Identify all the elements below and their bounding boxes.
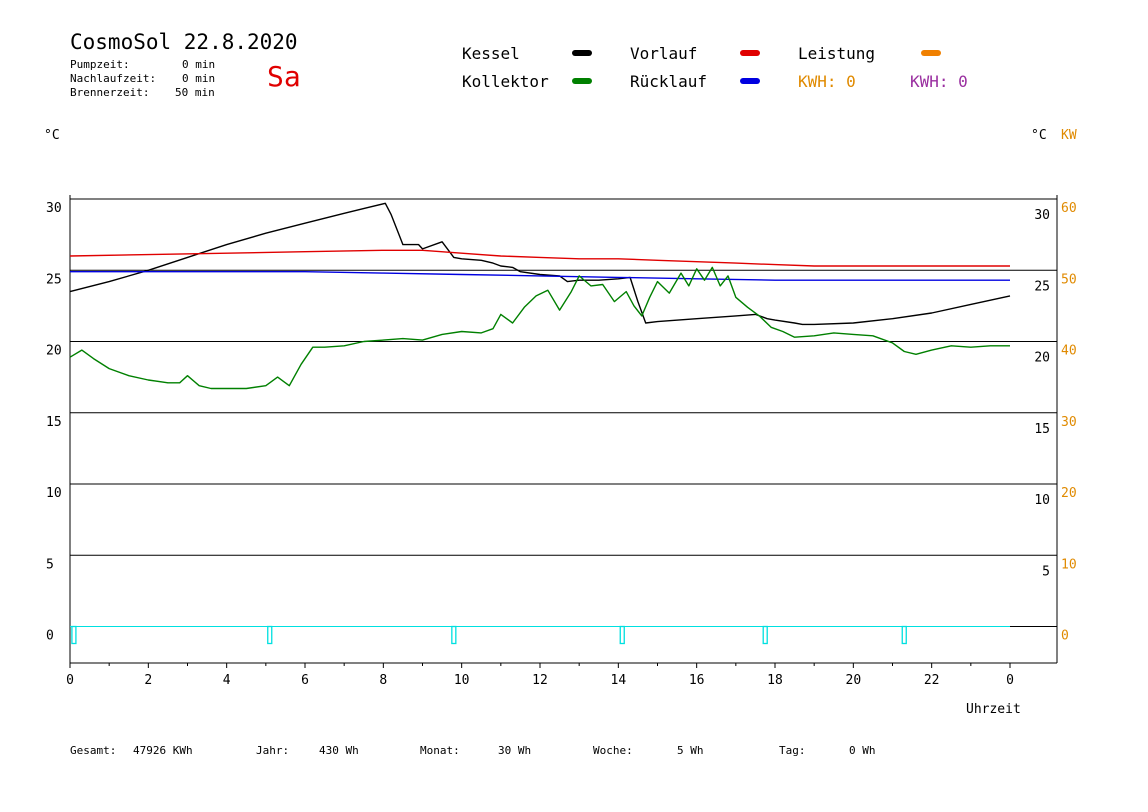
pumpzeit-label: Pumpzeit:: [70, 58, 130, 71]
y-tick-label-right-kw: 50: [1061, 272, 1077, 287]
footer-gesamt-label: Gesamt:: [70, 744, 117, 757]
series-line-kollektor: [69, 266, 1010, 390]
y-tick-label-right-c: 5: [1042, 564, 1050, 579]
y-tick-label-left: 20: [46, 344, 62, 359]
y-tick-label-right-kw: 30: [1061, 415, 1077, 430]
right-axis-unit-kw: KW: [1061, 128, 1077, 143]
x-axis-title: Uhrzeit: [966, 702, 1021, 717]
y-tick-label-left: 25: [46, 272, 62, 287]
footer-tag-value: 0 Wh: [849, 744, 876, 757]
x-tick-label: 16: [689, 673, 705, 688]
footer-jahr-label: Jahr:: [256, 744, 290, 757]
y-tick-label-right-kw: 40: [1061, 344, 1077, 359]
footer-woche-label: Woche:: [593, 744, 633, 757]
x-tick-label: 20: [846, 673, 862, 688]
nachlaufzeit-label: Nachlaufzeit:: [70, 72, 157, 85]
legend-kollektor-swatch: [572, 78, 592, 84]
pump-marker: [901, 625, 907, 645]
legend-leistung-swatch: [921, 50, 941, 56]
brennerzeit-label: Brennerzeit:: [70, 86, 150, 99]
y-tick-label-left: 30: [46, 201, 62, 216]
right-axis-unit-c: °C: [1031, 128, 1047, 143]
chart-title: CosmoSol 22.8.2020: [70, 30, 298, 54]
x-tick-label: 12: [532, 673, 548, 688]
y-tick-label-right-c: 25: [1034, 279, 1050, 294]
footer-monat-value: 30 Wh: [498, 744, 532, 757]
x-tick-label: 10: [454, 673, 470, 688]
legend-ruecklauf-swatch: [740, 78, 760, 84]
y-tick-label-left: 0: [46, 629, 54, 644]
legend-ruecklauf-label: Rücklauf: [630, 72, 708, 91]
y-tick-label-right-kw: 20: [1061, 486, 1077, 501]
nachlaufzeit-value: 0 min: [182, 72, 216, 85]
legend-vorlauf-label: Vorlauf: [630, 44, 698, 63]
series-line-kessel: [69, 202, 1011, 326]
legend-kollektor-label: Kollektor: [462, 72, 549, 91]
footer-gesamt-value: 47926 KWh: [133, 744, 193, 757]
y-tick-label-right-kw: 0: [1061, 629, 1069, 644]
y-tick-label-right-kw: 10: [1061, 557, 1077, 572]
footer-tag-label: Tag:: [779, 744, 806, 757]
footer-jahr-value: 430 Wh: [319, 744, 359, 757]
legend-leistung-label: Leistung: [798, 44, 876, 63]
y-tick-label-right-c: 20: [1034, 351, 1050, 366]
y-tick-label-left: 10: [46, 486, 62, 501]
y-tick-label-right-c: 15: [1034, 422, 1050, 437]
legend-kessel-swatch: [572, 50, 592, 56]
pump-marker: [71, 625, 77, 645]
kwh-orange-readout: KWH: 0: [798, 72, 856, 91]
y-tick-label-right-c: 30: [1034, 208, 1050, 223]
x-tick-label: 4: [223, 673, 231, 688]
left-axis-unit: °C: [44, 128, 60, 143]
legend-kessel-label: Kessel: [462, 44, 520, 63]
weekday-label: Sa: [267, 60, 301, 93]
pump-marker: [762, 625, 768, 645]
pumpzeit-value: 0 min: [182, 58, 216, 71]
legend-vorlauf-swatch: [740, 50, 760, 56]
kwh-purple-readout: KWH: 0: [910, 72, 968, 91]
x-tick-label: 0: [66, 673, 74, 688]
x-tick-label: 8: [379, 673, 387, 688]
y-tick-label-right-kw: 60: [1061, 201, 1077, 216]
x-tick-label: 6: [301, 673, 309, 688]
x-tick-label: 2: [144, 673, 152, 688]
footer-monat-label: Monat:: [420, 744, 460, 757]
series-line-vorlauf: [69, 249, 1010, 267]
y-tick-label-right-c: 10: [1034, 493, 1050, 508]
series-line-ruecklauf: [70, 271, 1010, 281]
x-tick-label: 14: [611, 673, 627, 688]
pump-marker: [267, 625, 273, 645]
x-tick-label: 0: [1006, 673, 1014, 688]
x-tick-label: 18: [767, 673, 783, 688]
x-tick-label: 22: [924, 673, 940, 688]
pump-marker: [619, 625, 625, 645]
footer-woche-value: 5 Wh: [677, 744, 704, 757]
brennerzeit-value: 50 min: [175, 86, 215, 99]
y-tick-label-left: 5: [46, 557, 54, 572]
y-tick-label-left: 15: [46, 415, 62, 430]
pump-marker: [451, 625, 457, 645]
